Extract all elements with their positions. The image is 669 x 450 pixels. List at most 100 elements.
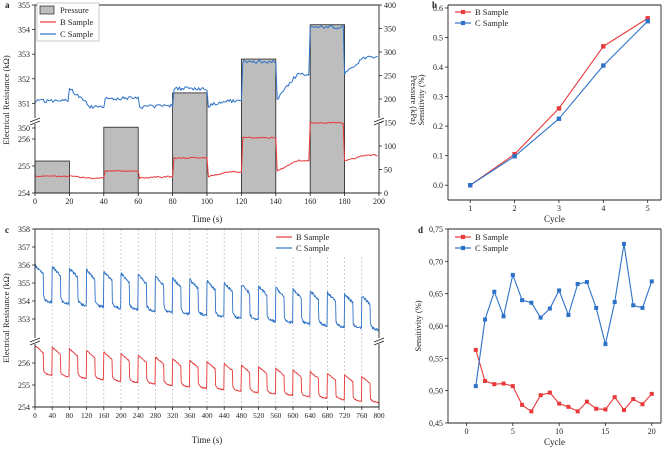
panel-a-x-tick-label: 20 bbox=[65, 197, 73, 206]
c-sample-marker bbox=[640, 305, 645, 310]
panel-b-xlabel: Cycle bbox=[544, 214, 565, 224]
panel-c-y-tick-label: 256 bbox=[18, 359, 30, 368]
panel-d-legend-c-marker bbox=[460, 245, 466, 251]
panel-b-legend-c-label: C Sample bbox=[475, 18, 509, 28]
panel-a-y2-tick-label: 100 bbox=[384, 142, 396, 151]
panel-a-y-tick-label: 350 bbox=[18, 124, 30, 133]
c-sample-line-c bbox=[34, 263, 380, 332]
panel-a-y-tick-label: 352 bbox=[18, 75, 30, 84]
b-sample-marker bbox=[520, 402, 525, 407]
b-sample-line-a bbox=[34, 121, 378, 180]
panel-c-legend-c-label: C Sample bbox=[296, 243, 330, 253]
panel-b-x-tick-label: 2 bbox=[513, 204, 517, 213]
panel-a-y-tick-label: 353 bbox=[18, 50, 30, 59]
c-sample-line-a bbox=[34, 24, 378, 109]
panel-a-legend-c-label: C Sample bbox=[60, 29, 94, 39]
panel-a-x-tick-label: 140 bbox=[270, 197, 282, 206]
b-sample-marker bbox=[510, 384, 515, 389]
b-sample-marker bbox=[483, 378, 488, 383]
panel-a-x-tick-label: 120 bbox=[235, 197, 247, 206]
panel-c-y-tick-label: 255 bbox=[18, 381, 30, 390]
panel-a-y2-tick-label: 250 bbox=[384, 72, 396, 81]
b-sample-marker bbox=[645, 16, 650, 21]
b-sample-marker bbox=[556, 106, 562, 111]
panel-a-x-tick-label: 40 bbox=[100, 197, 108, 206]
panel-b-y-tick-label: 0.2 bbox=[433, 122, 443, 131]
panel-d-letter: d bbox=[418, 225, 423, 235]
panel-c-x-tick-label: 280 bbox=[150, 411, 161, 420]
panel-a-x-tick-label: 200 bbox=[373, 197, 385, 206]
panel-c-y-tick-label: 357 bbox=[18, 243, 30, 252]
c-sample-marker bbox=[492, 289, 497, 294]
pressure-bar bbox=[309, 24, 346, 194]
panel-d-x-tick-label: 0 bbox=[465, 427, 469, 436]
panel-b-x-tick-label: 1 bbox=[468, 204, 472, 213]
panel-b-legend-b-label: B Sample bbox=[475, 7, 509, 17]
panel-a-y2-tick-label: 300 bbox=[384, 48, 396, 57]
panel-a-y2-tick-label: 350 bbox=[384, 25, 396, 34]
c-sample-marker bbox=[501, 314, 506, 319]
panel-c-y-tick-label: 358 bbox=[18, 225, 30, 234]
panel-c-right-break-gap bbox=[374, 338, 384, 344]
panel-d-x-tick-label: 10 bbox=[555, 427, 563, 436]
panel-d-y-tick-label: 0,70 bbox=[429, 257, 443, 266]
panel-c-x-tick-label: 640 bbox=[305, 411, 316, 420]
panel-d-legend-b-label: B Sample bbox=[475, 232, 509, 242]
panel-a-left-break-b bbox=[29, 120, 41, 126]
panel-c-xlabel: Time (s) bbox=[192, 435, 222, 445]
panel-a-legend-pressure-label: Pressure bbox=[60, 5, 89, 15]
panel-a-y-tick-label: 256 bbox=[18, 135, 30, 144]
panel-c-left-break-a bbox=[29, 337, 41, 343]
c-sample-marker bbox=[510, 272, 515, 277]
panel-d-y-tick-label: 0,65 bbox=[429, 290, 443, 299]
panel-c-x-tick-label: 400 bbox=[201, 411, 212, 420]
panel-a-xlabel: Time (s) bbox=[192, 214, 222, 224]
panel-d-x-tick-label: 20 bbox=[648, 427, 656, 436]
panel-c-x-tick-label: 0 bbox=[33, 411, 37, 420]
b-sample-marker bbox=[631, 397, 636, 402]
panel-a-x-tick-label: 100 bbox=[201, 197, 213, 206]
panel-a-y2-tick-label: 0 bbox=[384, 189, 388, 198]
panel-c-legend-b-label: B Sample bbox=[296, 232, 330, 242]
panel-a-y2-tick-label: 200 bbox=[384, 95, 396, 104]
c-sample-marker bbox=[467, 183, 473, 188]
panel-c-x-tick-label: 680 bbox=[322, 411, 333, 420]
b-sample-marker bbox=[575, 409, 580, 414]
b-sample-marker bbox=[603, 407, 608, 412]
panel-a-y-tick-label: 355 bbox=[18, 1, 30, 10]
c-sample-marker bbox=[575, 281, 580, 286]
panel-d-y-tick-label: 0,60 bbox=[429, 322, 443, 331]
c-sample-line-b bbox=[469, 20, 649, 186]
panel-d-y-tick-label: 0,75 bbox=[429, 225, 443, 234]
pressure-bar bbox=[172, 92, 208, 194]
panel-a-x-tick-label: 0 bbox=[33, 197, 37, 206]
c-sample-marker bbox=[538, 315, 543, 320]
b-sample-marker bbox=[473, 347, 478, 352]
panel-a-letter: a bbox=[5, 0, 10, 10]
panel-a-x-tick-label: 160 bbox=[304, 197, 316, 206]
panel-d-y-tick-label: 0,50 bbox=[429, 387, 443, 396]
c-sample-marker bbox=[547, 306, 552, 311]
panel-a-ylabel: Electrical Resistance (kΩ) bbox=[1, 55, 11, 145]
panel-a-y2-tick-label: 400 bbox=[384, 1, 396, 10]
panel-a-y2label: Pressure (kPa) bbox=[409, 75, 419, 125]
panel-a-right-break-a bbox=[373, 117, 385, 123]
panel-b-y-tick-label: 0.5 bbox=[433, 34, 443, 43]
c-sample-marker bbox=[594, 305, 599, 310]
b-sample-marker bbox=[594, 406, 599, 411]
panel-c-x-tick-label: 440 bbox=[219, 411, 230, 420]
c-sample-marker bbox=[603, 342, 608, 347]
c-sample-marker bbox=[566, 313, 571, 318]
c-sample-marker bbox=[556, 116, 562, 121]
panel-c-x-tick-label: 160 bbox=[98, 411, 109, 420]
panel-b-legend-c-marker bbox=[460, 20, 466, 26]
panel-a-x-tick-label: 80 bbox=[169, 197, 177, 206]
c-sample-marker bbox=[645, 19, 650, 24]
panel-d-ylabel: Sensitivity (%) bbox=[413, 300, 423, 351]
panel-b-x-tick-label: 5 bbox=[646, 204, 650, 213]
panel-c-x-tick-label: 480 bbox=[236, 411, 247, 420]
panel-d-x-tick-label: 5 bbox=[511, 427, 515, 436]
b-sample-marker bbox=[501, 381, 506, 386]
panel-d-legend-c-label: C Sample bbox=[475, 243, 509, 253]
